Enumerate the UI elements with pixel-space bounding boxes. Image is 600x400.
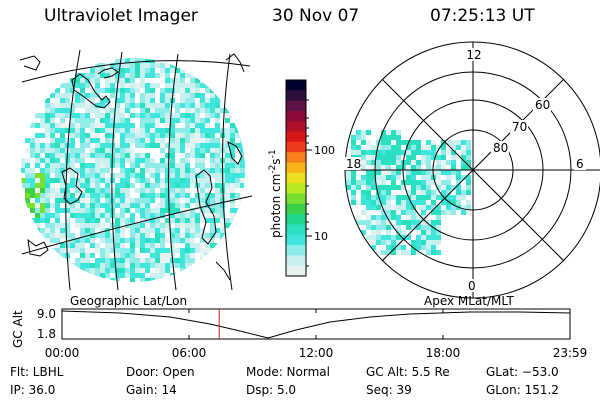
mlt-label-18: 18 <box>346 157 361 171</box>
color-bar-segment <box>286 141 306 153</box>
status-gc-alt: GC Alt: 5.5 Re <box>366 365 450 379</box>
color-bar-segment <box>286 183 306 195</box>
xtick-0000: 00:00 <box>45 346 80 360</box>
status-ip: IP: 36.0 <box>10 383 56 397</box>
color-bar-segment <box>286 80 306 91</box>
color-bar-gradient <box>286 80 306 277</box>
time-label: 07:25:13 UT <box>430 6 535 26</box>
color-bar-segment <box>286 121 306 133</box>
xtick-0600: 06:00 <box>172 346 207 360</box>
xtick-1800: 18:00 <box>426 346 461 360</box>
date-label: 30 Nov 07 <box>272 6 360 26</box>
color-bar-segment <box>286 214 306 226</box>
lat-label-80: 80 <box>493 141 508 155</box>
mlt-label-0: 0 <box>468 279 476 293</box>
color-bar-segment <box>286 110 306 122</box>
status-gain: Gain: 14 <box>126 383 177 397</box>
color-bar: 100 10 photon cm-2s-1 <box>268 79 335 277</box>
color-bar-segment <box>286 245 306 256</box>
status-door: Door: Open <box>126 365 195 379</box>
color-bar-segment <box>286 172 306 184</box>
lat-label-60: 60 <box>535 98 550 112</box>
cbar-unit-label: photon cm-2s-1 <box>268 149 283 238</box>
xtick-2359: 23:59 <box>553 346 588 360</box>
color-bar-segment <box>286 265 306 277</box>
altitude-trace <box>61 310 571 339</box>
color-bar-segment <box>286 152 306 164</box>
coastline-lines <box>19 53 245 281</box>
color-bar-segment <box>286 162 306 174</box>
color-bar-segment <box>286 131 306 143</box>
color-bar-segment <box>286 90 306 102</box>
lat-label-70: 70 <box>512 120 527 134</box>
cbar-label-10: 10 <box>314 230 328 243</box>
polar-image: 12 18 6 0 60 70 80 <box>343 41 600 299</box>
cbar-label-100: 100 <box>314 144 335 157</box>
geo-emission-speckle <box>21 58 245 282</box>
status-seq: Seq: 39 <box>366 383 412 397</box>
color-bar-segment <box>286 255 306 267</box>
mlt-label-12: 12 <box>466 48 481 62</box>
color-bar-segment <box>286 193 306 205</box>
geo-grid <box>21 49 253 291</box>
polar-emission-speckle <box>346 130 471 255</box>
geographic-image <box>19 49 253 291</box>
geographic-label: Geographic Lat/Lon <box>70 294 188 308</box>
color-bar-segment <box>286 224 306 236</box>
status-glat: GLat: −53.0 <box>486 365 559 379</box>
status-mode: Mode: Normal <box>246 365 330 379</box>
xtick-1200: 12:00 <box>299 346 334 360</box>
mlt-label-6: 6 <box>576 157 584 171</box>
ytick-9: 9.0 <box>37 307 56 321</box>
color-bar-segment <box>286 234 306 246</box>
color-bar-segment <box>286 100 306 112</box>
status-filter: Flt: LBHL <box>10 365 64 379</box>
ytick-1-8: 1.8 <box>37 327 56 341</box>
timeline-ylabel: GC Alt <box>11 310 25 348</box>
apex-label: Apex MLat/MLT <box>424 294 514 308</box>
status-glon: GLon: 151.2 <box>486 383 559 397</box>
status-dsp: Dsp: 5.0 <box>246 383 297 397</box>
timeline-panel: GC Alt 9.0 1.8 00:00 06:00 12:00 18:00 2… <box>11 307 587 360</box>
color-bar-segment <box>286 203 306 215</box>
instrument-title: Ultraviolet Imager <box>44 6 198 26</box>
polar-grid <box>344 41 600 299</box>
